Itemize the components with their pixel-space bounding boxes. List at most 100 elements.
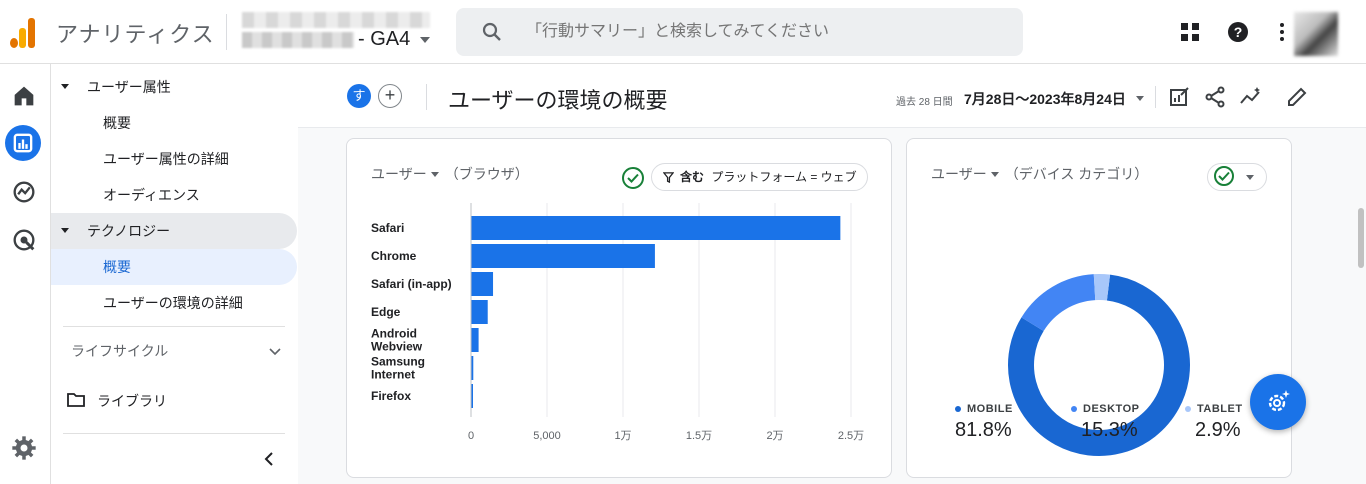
bar-category-label: Edge	[371, 305, 401, 319]
more-vert-icon[interactable]	[1270, 20, 1294, 44]
nav-item-audiences[interactable]: オーディエンス	[51, 177, 297, 213]
bar-category-label: Webview	[371, 340, 423, 354]
chevron-down-icon	[990, 171, 999, 177]
dimension-label: （デバイス カテゴリ）	[1004, 166, 1149, 182]
property-selector[interactable]: - GA4	[358, 28, 430, 51]
chevron-down-icon[interactable]	[1136, 96, 1144, 101]
share-icon[interactable]	[1203, 85, 1227, 109]
bar-category-label: Chrome	[371, 249, 417, 263]
legend-value: 2.9%	[1195, 419, 1241, 441]
home-icon[interactable]	[10, 82, 38, 110]
edit-pencil-icon[interactable]	[1285, 85, 1309, 109]
chevron-down-icon	[430, 171, 439, 177]
search-bar[interactable]	[456, 8, 1023, 56]
filter-text: プラットフォーム = ウェブ	[711, 170, 857, 184]
legend-label: DESKTOP	[1071, 403, 1139, 415]
nav-section-label: テクノロジー	[87, 223, 171, 239]
nav-lifecycle[interactable]: ライフサイクル	[71, 343, 169, 359]
legend-label: MOBILE	[955, 403, 1013, 415]
left-rail	[0, 64, 51, 484]
metric-selector[interactable]: ユーザー	[371, 166, 427, 182]
main-content: す + ユーザーの環境の概要 過去 28 日間 7月28日～2023年8月24日	[298, 64, 1366, 484]
donut-slice[interactable]	[1008, 274, 1190, 456]
bar[interactable]	[471, 328, 479, 352]
nav-item-demographics-overview[interactable]: 概要	[51, 105, 297, 141]
top-bar: アナリティクス - GA4 ?	[0, 0, 1366, 64]
search-input[interactable]	[526, 8, 1006, 56]
x-tick-label: 1.5万	[686, 430, 712, 442]
nav-item-label: ユーザーの環境の詳細	[103, 295, 243, 311]
nav-section-tech[interactable]: テクノロジー	[51, 213, 297, 249]
x-tick-label: 2.5万	[838, 430, 864, 442]
bar[interactable]	[471, 300, 488, 324]
caret-down-icon	[61, 84, 69, 89]
bar[interactable]	[471, 272, 494, 296]
x-tick-label: 1万	[614, 430, 631, 442]
insights-fab-button[interactable]	[1250, 374, 1306, 430]
property-label: - GA4	[358, 28, 411, 50]
filter-chip[interactable]: 含む プラットフォーム = ウェブ	[651, 163, 868, 191]
help-icon[interactable]: ?	[1226, 20, 1250, 44]
scrollbar[interactable]	[1358, 208, 1364, 268]
reports-icon[interactable]	[9, 129, 37, 157]
customize-report-icon[interactable]	[1167, 85, 1191, 109]
card-title[interactable]: ユーザー （デバイス カテゴリ）	[931, 164, 1148, 184]
nav-item-tech-overview[interactable]: 概要	[51, 249, 297, 285]
filter-icon	[663, 172, 674, 183]
add-comparison-button[interactable]: +	[378, 84, 402, 108]
card-title[interactable]: ユーザー （ブラウザ）	[371, 164, 529, 184]
nav-section-label: ユーザー属性	[87, 79, 171, 95]
metric-selector[interactable]: ユーザー	[931, 166, 987, 182]
legend-item: MOBILE 81.8%	[955, 403, 1013, 442]
nav-item-demographics-details[interactable]: ユーザー属性の詳細	[51, 141, 297, 177]
chevron-down-icon	[1246, 175, 1254, 180]
nav-library[interactable]: ライブラリ	[97, 393, 167, 409]
comparison-chip[interactable]: す	[347, 84, 371, 108]
bar[interactable]	[471, 216, 841, 240]
report-header: す + ユーザーの環境の概要 過去 28 日間 7月28日～2023年8月24日	[298, 64, 1366, 128]
divider	[63, 326, 285, 327]
nav-item-label: オーディエンス	[103, 187, 200, 203]
svg-text:?: ?	[1234, 24, 1243, 40]
check-icon[interactable]	[622, 167, 644, 189]
comparison-toggle[interactable]	[1207, 163, 1267, 191]
divider	[226, 14, 227, 50]
bar[interactable]	[471, 356, 474, 380]
legend-item: TABLET 2.9%	[1185, 403, 1243, 442]
account-name-redacted[interactable]	[242, 12, 430, 28]
folder-icon	[67, 393, 85, 407]
bar-category-label: Firefox	[371, 389, 411, 403]
bar-category-label: Safari (in-app)	[371, 277, 452, 291]
filter-prefix: 含む	[680, 170, 705, 184]
legend-dot	[955, 406, 961, 413]
date-range-picker[interactable]: 7月28日～2023年8月24日	[964, 91, 1126, 107]
legend-label: TABLET	[1185, 403, 1243, 415]
browser-bar-chart: 0 5,000 1万 1.5万 2万 2.5万 Safari Chrome Safari (in…	[371, 203, 864, 442]
legend-dot	[1185, 406, 1191, 413]
check-icon	[1214, 166, 1234, 186]
dimension-label: （ブラウザ）	[444, 166, 529, 182]
insights-icon[interactable]	[1239, 85, 1263, 109]
analytics-logo[interactable]	[10, 16, 38, 48]
device-card: ユーザー （デバイス カテゴリ） MOBILE 81.8% DESKTOP 15.3% T…	[906, 138, 1292, 478]
bar[interactable]	[471, 384, 473, 408]
apps-grid-icon[interactable]	[1178, 20, 1202, 44]
property-name-redacted[interactable]	[242, 32, 354, 48]
legend-value: 81.8%	[955, 419, 1012, 441]
avatar[interactable]	[1294, 12, 1338, 56]
explore-icon[interactable]	[10, 178, 38, 206]
nav-item-tech-details[interactable]: ユーザーの環境の詳細	[51, 285, 297, 321]
caret-down-icon	[61, 228, 69, 233]
page-title: ユーザーの環境の概要	[448, 88, 668, 113]
search-icon	[482, 22, 501, 41]
collapse-chevron-icon[interactable]	[261, 450, 277, 468]
device-donut-chart	[1008, 274, 1190, 456]
chevron-down-icon[interactable]	[267, 343, 283, 359]
legend-value: 15.3%	[1081, 419, 1138, 441]
settings-icon[interactable]	[10, 434, 38, 462]
nav-section-demographics[interactable]: ユーザー属性	[51, 69, 297, 105]
bar[interactable]	[471, 244, 655, 268]
advertising-icon[interactable]	[10, 226, 38, 254]
x-tick-label: 0	[468, 430, 474, 442]
bar-category-label: Safari	[371, 221, 404, 235]
